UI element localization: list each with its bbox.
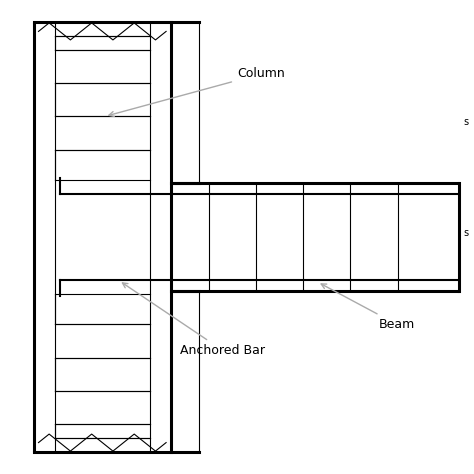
Text: Column: Column: [109, 67, 285, 117]
Text: s: s: [464, 228, 469, 238]
Text: Anchored Bar: Anchored Bar: [122, 283, 265, 357]
Text: s: s: [464, 118, 469, 128]
Text: Beam: Beam: [321, 284, 415, 331]
